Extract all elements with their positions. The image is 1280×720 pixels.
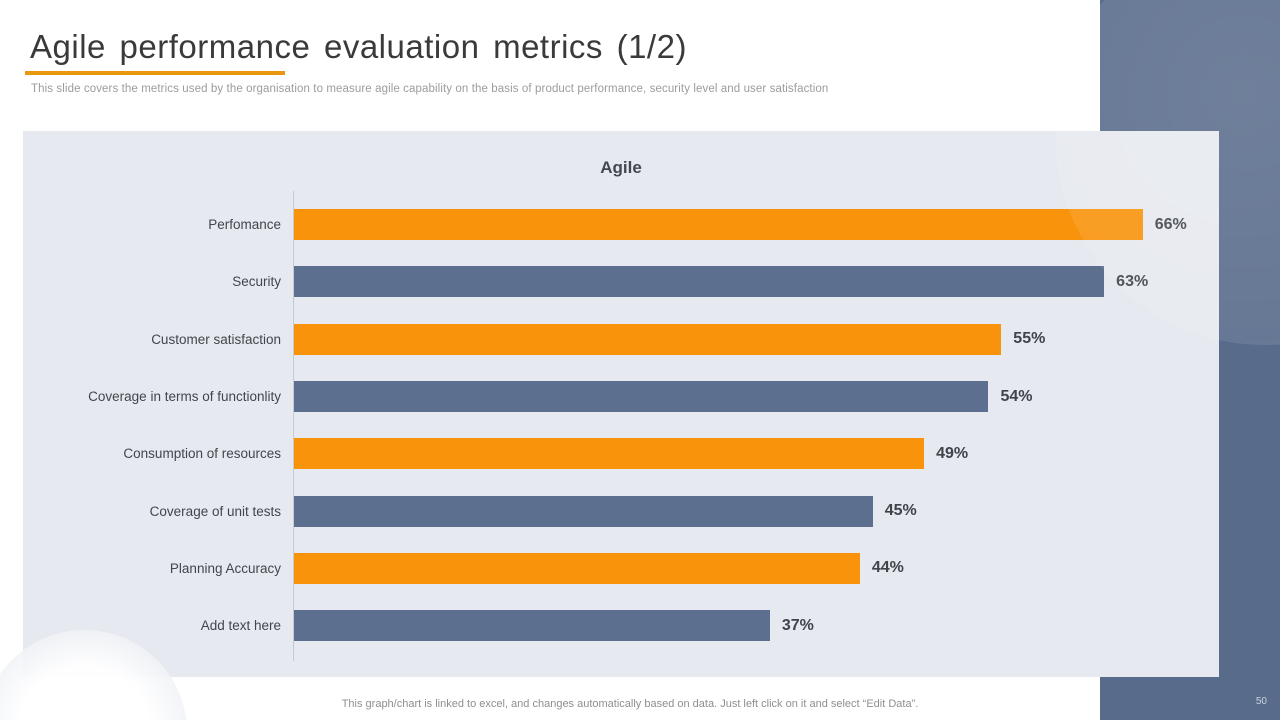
value-label: 54% — [1000, 387, 1033, 405]
bar[interactable] — [294, 610, 770, 642]
category-label: Security — [232, 274, 281, 290]
value-label: 63% — [1116, 272, 1149, 290]
title-underline — [25, 71, 285, 75]
category-label: Coverage in terms of functionlity — [88, 389, 281, 405]
category-label: Add text here — [200, 618, 281, 634]
bar[interactable] — [294, 323, 1002, 355]
bar-chart[interactable]: Agile Perfomance 66% Security 63% Customer s… — [23, 131, 1219, 677]
chart-row: Customer satisfaction 55% — [23, 311, 1219, 368]
chart-row: Coverage of unit tests 45% — [23, 482, 1219, 539]
chart-row: Coverage in terms of functionlity 54% — [23, 368, 1219, 425]
bar[interactable] — [294, 438, 925, 470]
page-title: Agile performance evaluation metrics (1/… — [30, 28, 687, 65]
category-label: Customer satisfaction — [151, 331, 281, 347]
bar-rows: Perfomance 66% Security 63% Customer satisfa… — [23, 196, 1219, 654]
bar[interactable] — [294, 209, 1143, 241]
bar[interactable] — [294, 495, 873, 527]
chart-row: Planning Accuracy 44% — [23, 540, 1219, 597]
value-label: 37% — [781, 616, 814, 634]
chart-row: Consumption of resources 49% — [23, 425, 1219, 482]
category-label: Perfomance — [208, 217, 281, 233]
bar[interactable] — [294, 381, 989, 413]
value-label: 55% — [1013, 330, 1046, 348]
value-label: 66% — [1154, 215, 1187, 233]
chart-axis-line — [293, 191, 294, 661]
bar[interactable] — [294, 552, 860, 584]
category-label: Coverage of unit tests — [149, 503, 281, 519]
category-label: Consumption of resources — [123, 446, 281, 462]
slide-subtitle: This slide covers the metrics used by th… — [31, 83, 829, 95]
bar[interactable] — [294, 266, 1105, 298]
value-label: 49% — [936, 444, 969, 462]
category-label: Planning Accuracy — [169, 560, 281, 576]
chart-row: Security 63% — [23, 253, 1219, 310]
value-label: 45% — [884, 502, 917, 520]
value-label: 44% — [871, 559, 904, 577]
chart-row: Add text here 37% — [23, 597, 1219, 654]
footer-note: This graph/chart is linked to excel, and… — [341, 698, 919, 710]
chart-row: Perfomance 66% — [23, 196, 1219, 253]
page-number: 50 — [1255, 696, 1267, 707]
chart-title: Agile — [600, 158, 642, 177]
